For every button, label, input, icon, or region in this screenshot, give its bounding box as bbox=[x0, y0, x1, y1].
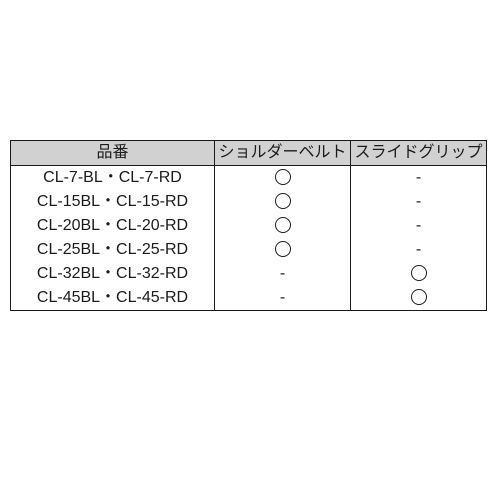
cell-item-number: CL-20BL・CL-20-RD bbox=[11, 214, 215, 238]
mark-circle bbox=[275, 193, 291, 209]
cell-shoulder-belt: - bbox=[215, 262, 351, 286]
table-row: CL-32BL・CL-32-RD- bbox=[11, 262, 487, 286]
table-row: CL-7-BL・CL-7-RD - bbox=[11, 166, 487, 191]
table-body: CL-7-BL・CL-7-RD-CL-15BL・CL-15-RD-CL-20BL… bbox=[11, 166, 487, 311]
cell-shoulder-belt bbox=[215, 190, 351, 214]
header-row: 品番 ショルダーベルト スライドグリップ bbox=[11, 141, 487, 166]
spec-table: 品番 ショルダーベルト スライドグリップ CL-7-BL・CL-7-RD-CL-… bbox=[10, 140, 487, 311]
cell-slide-grip: - bbox=[351, 190, 487, 214]
cell-slide-grip: - bbox=[351, 214, 487, 238]
mark-circle bbox=[411, 289, 427, 305]
header-shoulder-belt: ショルダーベルト bbox=[215, 141, 351, 166]
mark-circle bbox=[275, 241, 291, 257]
cell-shoulder-belt: - bbox=[215, 286, 351, 311]
header-slide-grip: スライドグリップ bbox=[351, 141, 487, 166]
cell-shoulder-belt bbox=[215, 214, 351, 238]
mark-circle bbox=[411, 265, 427, 281]
cell-item-number: CL-32BL・CL-32-RD bbox=[11, 262, 215, 286]
cell-shoulder-belt bbox=[215, 238, 351, 262]
cell-item-number: CL-45BL・CL-45-RD bbox=[11, 286, 215, 311]
table-row: CL-15BL・CL-15-RD - bbox=[11, 190, 487, 214]
table-row: CL-20BL・CL-20-RD - bbox=[11, 214, 487, 238]
cell-slide-grip: - bbox=[351, 238, 487, 262]
cell-slide-grip bbox=[351, 286, 487, 311]
mark-circle bbox=[275, 217, 291, 233]
header-item-number: 品番 bbox=[11, 141, 215, 166]
cell-item-number: CL-25BL・CL-25-RD bbox=[11, 238, 215, 262]
mark-circle bbox=[275, 169, 291, 185]
cell-shoulder-belt bbox=[215, 166, 351, 191]
cell-slide-grip: - bbox=[351, 166, 487, 191]
table-row: CL-45BL・CL-45-RD- bbox=[11, 286, 487, 311]
cell-item-number: CL-7-BL・CL-7-RD bbox=[11, 166, 215, 191]
table-row: CL-25BL・CL-25-RD - bbox=[11, 238, 487, 262]
cell-item-number: CL-15BL・CL-15-RD bbox=[11, 190, 215, 214]
cell-slide-grip bbox=[351, 262, 487, 286]
